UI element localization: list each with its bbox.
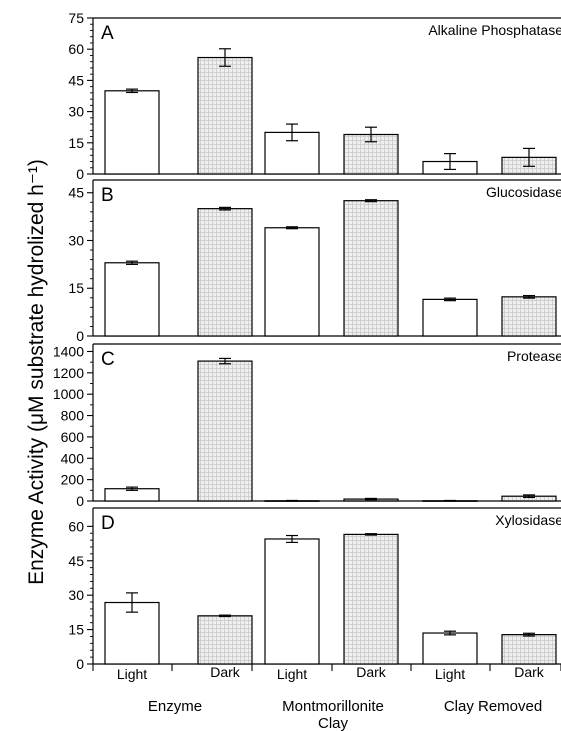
y-tick-label: 1400 xyxy=(53,343,84,359)
x-category-label: Light xyxy=(435,666,465,682)
y-tick-label: 75 xyxy=(68,10,84,26)
bar-dark xyxy=(197,615,253,665)
y-tick-label: 800 xyxy=(61,408,85,424)
y-tick-label: 200 xyxy=(61,472,85,488)
error-bar xyxy=(219,357,231,365)
y-tick-label: 45 xyxy=(68,553,84,569)
x-category-label: Light xyxy=(117,666,147,682)
x-category-label: Dark xyxy=(356,664,387,680)
y-tick-label: 600 xyxy=(61,429,85,445)
y-tick-label: 45 xyxy=(68,72,84,88)
error-bar xyxy=(126,592,138,613)
bar-light xyxy=(264,538,320,665)
bar-dark xyxy=(197,208,253,337)
error-bar xyxy=(444,499,456,502)
error-bar xyxy=(365,199,377,203)
bar-light xyxy=(264,227,320,337)
error-bar xyxy=(219,614,231,618)
panel-a: 0 15 30 45 60 75 A Alkaline Phosphatase xyxy=(68,10,561,182)
y-tick-label: 400 xyxy=(61,450,85,466)
bar-light xyxy=(104,601,160,665)
y-tick-label: 30 xyxy=(68,104,84,120)
error-bar xyxy=(219,48,231,67)
y-tick-label: 60 xyxy=(68,41,84,57)
error-bar xyxy=(523,632,535,637)
bar-dark xyxy=(343,200,399,337)
error-bar xyxy=(286,534,298,544)
error-bar xyxy=(444,153,456,171)
bar-dark xyxy=(197,56,253,175)
y-tick-label: 1200 xyxy=(53,365,84,381)
error-bar xyxy=(219,206,231,211)
x-group-label: Clay Removed xyxy=(444,698,542,715)
bar-dark xyxy=(501,634,557,665)
error-bar xyxy=(286,499,298,502)
x-group-label: Montmorillonite Clay xyxy=(282,698,384,731)
y-tick-label: 0 xyxy=(76,166,84,182)
bar-light xyxy=(104,90,160,175)
bar-dark xyxy=(197,360,253,502)
panel-letter: A xyxy=(101,23,114,44)
error-bar xyxy=(126,260,138,265)
panel-title: Xylosidase xyxy=(495,512,561,528)
error-bar xyxy=(444,297,456,302)
error-bar xyxy=(365,497,377,501)
error-bar xyxy=(365,533,377,536)
panel-d: 0 15 30 45 60 D Xylosidase xyxy=(68,507,561,672)
y-axis-title: Enzyme Activity (μM substrate hydrolized… xyxy=(25,159,48,585)
error-bar xyxy=(126,486,138,491)
panel-letter: C xyxy=(101,349,115,370)
bar-light xyxy=(104,262,160,337)
bar-dark xyxy=(501,296,557,337)
y-tick-label: 1000 xyxy=(53,386,84,402)
y-tick-label: 0 xyxy=(76,493,84,509)
x-category-label: Light xyxy=(277,666,307,682)
y-tick-label: 15 xyxy=(68,280,84,296)
panel-c: 0 200 400 600 800 1000 1200 1400 C Protease xyxy=(53,343,561,509)
error-bar xyxy=(523,494,535,499)
error-bar xyxy=(286,226,298,230)
error-bar xyxy=(365,126,377,143)
error-bar xyxy=(286,123,298,142)
error-bar xyxy=(444,630,456,636)
x-category-label: Dark xyxy=(210,664,241,680)
bar-light xyxy=(422,632,478,665)
error-bar xyxy=(126,88,138,94)
y-tick-label: 0 xyxy=(76,328,84,344)
x-category-label: Dark xyxy=(514,664,545,680)
panel-letter: B xyxy=(101,185,114,206)
panel-letter: D xyxy=(101,513,115,534)
y-tick-label: 45 xyxy=(68,185,84,201)
y-tick-label: 60 xyxy=(68,518,84,534)
y-tick-label: 15 xyxy=(68,622,84,638)
panel-title: Alkaline Phosphatase xyxy=(428,22,561,38)
bar-light xyxy=(422,298,478,337)
y-tick-label: 0 xyxy=(76,656,84,672)
y-tick-label: 30 xyxy=(68,232,84,248)
error-bar xyxy=(523,147,535,167)
x-group-label: Enzyme xyxy=(148,698,202,715)
y-tick-label: 15 xyxy=(68,135,84,151)
panel-title: Protease xyxy=(507,348,561,364)
panel-b: 0 15 30 45 B Glucosidase xyxy=(68,179,561,344)
y-tick-label: 30 xyxy=(68,587,84,603)
error-bar xyxy=(523,294,535,299)
panel-title: Glucosidase xyxy=(486,184,561,200)
bar-dark xyxy=(343,533,399,665)
